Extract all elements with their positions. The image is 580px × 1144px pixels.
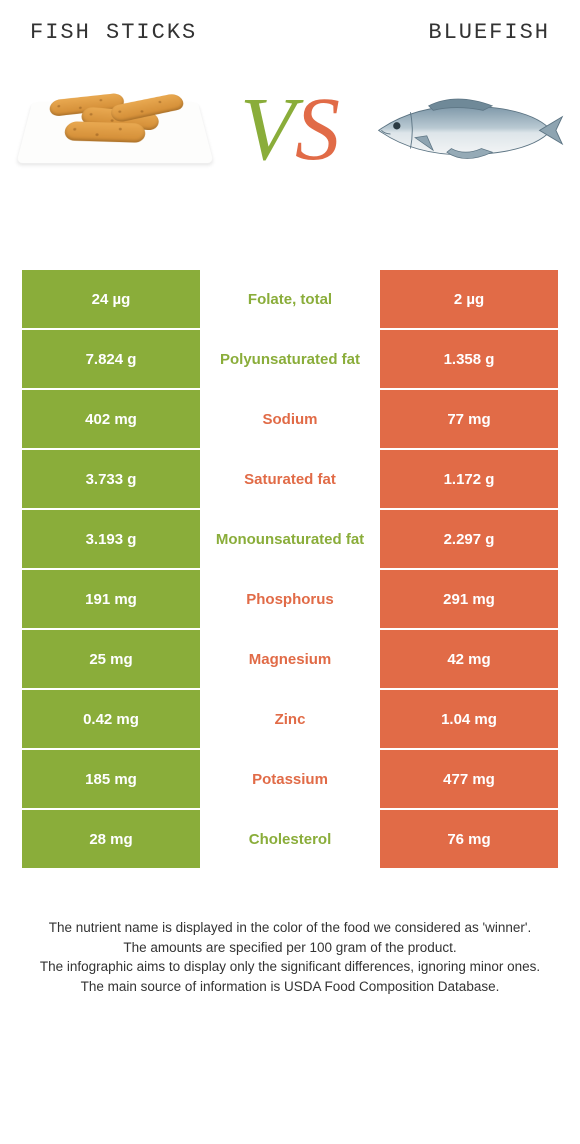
nutrient-label: Monounsaturated fat (200, 510, 380, 568)
table-row: 402 mgSodium77 mg (22, 390, 558, 448)
table-row: 185 mgPotassium477 mg (22, 750, 558, 808)
left-value: 28 mg (22, 810, 200, 868)
fish-sticks-image (15, 70, 215, 190)
right-value: 77 mg (380, 390, 558, 448)
left-value: 191 mg (22, 570, 200, 628)
right-value: 76 mg (380, 810, 558, 868)
footer-line: The infographic aims to display only the… (30, 957, 550, 977)
right-value: 291 mg (380, 570, 558, 628)
nutrient-label: Polyunsaturated fat (200, 330, 380, 388)
vs-s: S (295, 80, 340, 179)
left-value: 0.42 mg (22, 690, 200, 748)
footer-line: The nutrient name is displayed in the co… (30, 918, 550, 938)
right-value: 2 µg (380, 270, 558, 328)
nutrient-table: 24 µgFolate, total2 µg7.824 gPolyunsatur… (22, 270, 558, 868)
footer-notes: The nutrient name is displayed in the co… (30, 918, 550, 996)
footer-line: The main source of information is USDA F… (30, 977, 550, 997)
table-row: 28 mgCholesterol76 mg (22, 810, 558, 868)
table-row: 191 mgPhosphorus291 mg (22, 570, 558, 628)
nutrient-label: Magnesium (200, 630, 380, 688)
left-value: 3.193 g (22, 510, 200, 568)
header: Fish sticks Bluefish (0, 0, 580, 50)
vs-v: V (240, 80, 295, 179)
right-value: 42 mg (380, 630, 558, 688)
image-row: VS (0, 50, 580, 230)
table-row: 24 µgFolate, total2 µg (22, 270, 558, 328)
footer-line: The amounts are specified per 100 gram o… (30, 938, 550, 958)
right-value: 1.04 mg (380, 690, 558, 748)
right-value: 2.297 g (380, 510, 558, 568)
table-row: 0.42 mgZinc1.04 mg (22, 690, 558, 748)
right-food-title: Bluefish (428, 20, 550, 45)
bluefish-image (365, 70, 565, 190)
right-value: 1.172 g (380, 450, 558, 508)
nutrient-label: Sodium (200, 390, 380, 448)
left-value: 7.824 g (22, 330, 200, 388)
nutrient-label: Saturated fat (200, 450, 380, 508)
left-value: 3.733 g (22, 450, 200, 508)
right-value: 1.358 g (380, 330, 558, 388)
left-value: 402 mg (22, 390, 200, 448)
vs-label: VS (240, 85, 340, 175)
nutrient-label: Phosphorus (200, 570, 380, 628)
right-value: 477 mg (380, 750, 558, 808)
left-food-title: Fish sticks (30, 20, 197, 45)
left-value: 25 mg (22, 630, 200, 688)
left-value: 24 µg (22, 270, 200, 328)
table-row: 25 mgMagnesium42 mg (22, 630, 558, 688)
nutrient-label: Zinc (200, 690, 380, 748)
left-value: 185 mg (22, 750, 200, 808)
table-row: 3.733 gSaturated fat1.172 g (22, 450, 558, 508)
nutrient-label: Potassium (200, 750, 380, 808)
table-row: 3.193 gMonounsaturated fat2.297 g (22, 510, 558, 568)
table-row: 7.824 gPolyunsaturated fat1.358 g (22, 330, 558, 388)
nutrient-label: Cholesterol (200, 810, 380, 868)
nutrient-label: Folate, total (200, 270, 380, 328)
fish-icon (365, 94, 565, 167)
